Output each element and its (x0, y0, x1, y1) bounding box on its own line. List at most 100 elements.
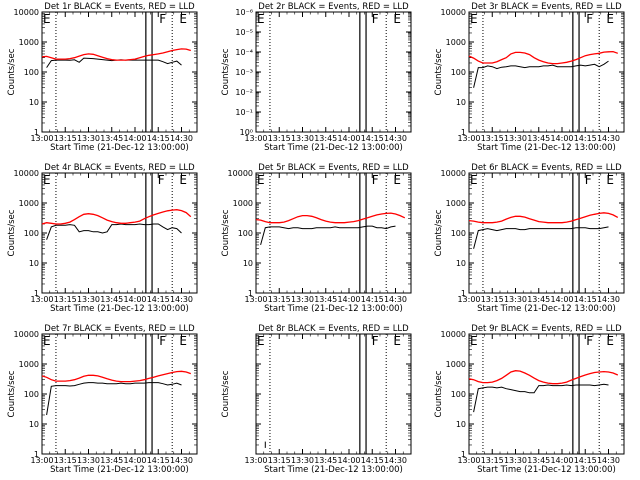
x-tick-label: 13:45 (314, 295, 337, 304)
chart-title: Det 5r BLACK = Events, RED = LLD (258, 163, 409, 173)
chart-panel-3: Det 3r BLACK = Events, RED = LLD 1 10 100 10… (434, 2, 625, 153)
chart-panel-7: Det 7r BLACK = Events, RED = LLD 1 10 100 10… (7, 324, 198, 475)
x-tick-label: 13:30 (77, 456, 100, 465)
x-tick-label: 14:15 (361, 456, 384, 465)
x-tick-label: 14:00 (550, 295, 573, 304)
y-tick-label: 100 (238, 229, 253, 238)
x-tick-label: 14:15 (147, 295, 170, 304)
x-tick-label: 14:00 (337, 295, 360, 304)
y-axis-label: Counts/sec (7, 209, 17, 256)
x-tick-label: 14:30 (597, 295, 620, 304)
event-marker-f: F (586, 12, 593, 26)
event-marker-f: F (372, 334, 379, 348)
event-marker-e: E (43, 12, 51, 26)
plot-frame (41, 172, 198, 294)
lld-series-line (41, 48, 191, 61)
x-tick-label: 13:15 (268, 456, 291, 465)
event-marker-e: E (606, 173, 614, 187)
y-tick-label: 10 (29, 259, 39, 268)
event-marker-e: E (393, 12, 401, 26)
chart-title: Det 1r BLACK = Events, RED = LLD (44, 2, 195, 12)
x-tick-label: 13:30 (504, 456, 527, 465)
events-series-line (473, 60, 609, 88)
x-tick-label: 13:30 (291, 134, 314, 143)
event-marker-e: E (43, 173, 51, 187)
plot-frame (468, 333, 625, 455)
y-tick-label: 100 (451, 229, 466, 238)
y-tick-label: 100 (24, 390, 39, 399)
y-tick-label: 100 (24, 229, 39, 238)
y-tick-label: 10⁻⁴ (235, 48, 253, 57)
x-tick-label: 13:00 (457, 295, 480, 304)
x-tick-label: 13:00 (457, 456, 480, 465)
y-tick-label: 1000 (446, 199, 466, 208)
lld-series-line (41, 370, 192, 383)
events-series-line (473, 383, 609, 413)
x-tick-label: 14:00 (337, 456, 360, 465)
x-tick-label: 13:15 (481, 134, 504, 143)
event-marker-e: E (393, 173, 401, 187)
event-marker-e: E (257, 334, 265, 348)
y-tick-label: 1 (34, 289, 39, 298)
x-tick-label: 13:30 (504, 134, 527, 143)
x-tick-label: 14:15 (574, 134, 597, 143)
plot-frame (468, 172, 625, 294)
x-tick-label: 13:00 (30, 456, 53, 465)
y-axis-label: Counts/sec (434, 370, 444, 417)
lld-series-line (468, 370, 619, 385)
y-tick-label: 10⁻³ (235, 68, 253, 77)
x-tick-label: 13:00 (244, 295, 267, 304)
x-tick-label: 13:15 (481, 456, 504, 465)
x-tick-label: 14:00 (337, 134, 360, 143)
event-marker-e: E (257, 173, 265, 187)
chart-panel-2: Det 2r BLACK = Events, RED = LLD 10⁰ 10⁻¹ 1… (221, 2, 412, 153)
event-marker-e: E (470, 334, 478, 348)
x-tick-label: 13:15 (54, 134, 77, 143)
chart-panel-6: Det 6r BLACK = Events, RED = LLD 1 10 100 10… (434, 163, 625, 314)
x-tick-label: 13:00 (244, 134, 267, 143)
x-tick-label: 13:30 (77, 134, 100, 143)
y-tick-label: 10 (243, 259, 253, 268)
y-axis-label: Counts/sec (221, 209, 231, 256)
chart-panel-5: Det 5r BLACK = Events, RED = LLD 1 10 100 10… (221, 163, 412, 314)
x-tick-label: 13:00 (30, 295, 53, 304)
y-tick-label: 1 (34, 450, 39, 459)
event-marker-f: F (158, 173, 165, 187)
y-tick-label: 1000 (446, 38, 466, 47)
event-marker-e: E (43, 334, 51, 348)
y-tick-label: 10000 (441, 169, 466, 178)
events-series-line (473, 226, 609, 249)
x-tick-label: 14:30 (384, 295, 407, 304)
x-axis-label: Start Time (21-Dec-12 13:00:00) (477, 465, 616, 475)
x-tick-label: 14:30 (384, 134, 407, 143)
x-tick-label: 13:30 (291, 295, 314, 304)
x-tick-label: 13:45 (527, 456, 550, 465)
x-tick-label: 13:00 (244, 456, 267, 465)
event-marker-f: F (159, 12, 166, 26)
x-tick-label: 14:15 (147, 134, 170, 143)
x-axis-label: Start Time (21-Dec-12 13:00:00) (50, 304, 189, 314)
x-tick-label: 14:15 (574, 295, 597, 304)
y-tick-label: 100 (24, 68, 39, 77)
events-series-line (260, 225, 396, 246)
lld-series-line (468, 212, 619, 224)
chart-panel-4: Det 4r BLACK = Events, RED = LLD 1 10 100 10… (7, 163, 198, 314)
x-axis-label: Start Time (21-Dec-12 13:00:00) (264, 304, 403, 314)
y-tick-label: 1 (461, 128, 466, 137)
y-tick-label: 10000 (441, 8, 466, 17)
y-tick-label: 10⁻² (235, 88, 253, 97)
x-tick-label: 14:30 (384, 456, 407, 465)
x-tick-label: 14:00 (550, 134, 573, 143)
chart-title: Det 4r BLACK = Events, RED = LLD (44, 163, 195, 173)
event-marker-f: F (372, 173, 379, 187)
event-marker-f: F (159, 334, 166, 348)
plot-frame (468, 11, 625, 133)
y-tick-label: 10000 (14, 169, 39, 178)
x-tick-label: 13:45 (314, 134, 337, 143)
x-tick-label: 13:15 (481, 295, 504, 304)
y-tick-label: 10000 (14, 330, 39, 339)
x-tick-label: 13:45 (100, 456, 123, 465)
x-tick-label: 14:00 (550, 456, 573, 465)
plot-frame (255, 333, 412, 455)
